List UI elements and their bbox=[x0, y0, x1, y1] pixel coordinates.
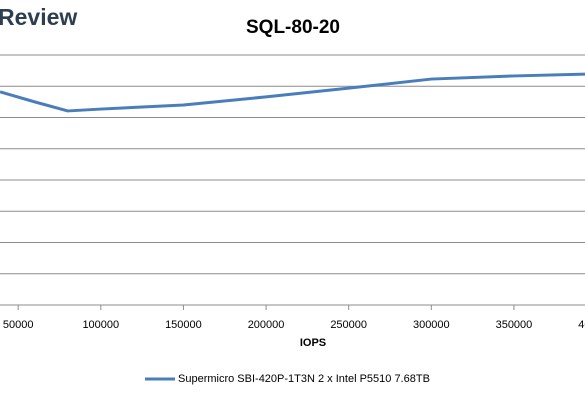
chart-title: SQL-80-20 bbox=[246, 17, 340, 38]
data-line bbox=[0, 72, 585, 113]
x-tick-label: 50000 bbox=[3, 319, 34, 331]
x-tick-label: 400000 bbox=[578, 319, 585, 331]
x-axis-label: IOPS bbox=[300, 337, 326, 349]
x-tick-label: 100000 bbox=[82, 319, 119, 331]
x-tick-label: 250000 bbox=[330, 319, 367, 331]
x-tick-label: 350000 bbox=[496, 319, 533, 331]
legend-label: Supermicro SBI-420P-1T3N 2 x Intel P5510… bbox=[178, 373, 430, 385]
x-tick-label: 150000 bbox=[165, 319, 202, 331]
x-tick-label: 200000 bbox=[248, 319, 285, 331]
x-tick-label: 300000 bbox=[413, 319, 450, 331]
brand-logo: Review bbox=[0, 4, 77, 30]
